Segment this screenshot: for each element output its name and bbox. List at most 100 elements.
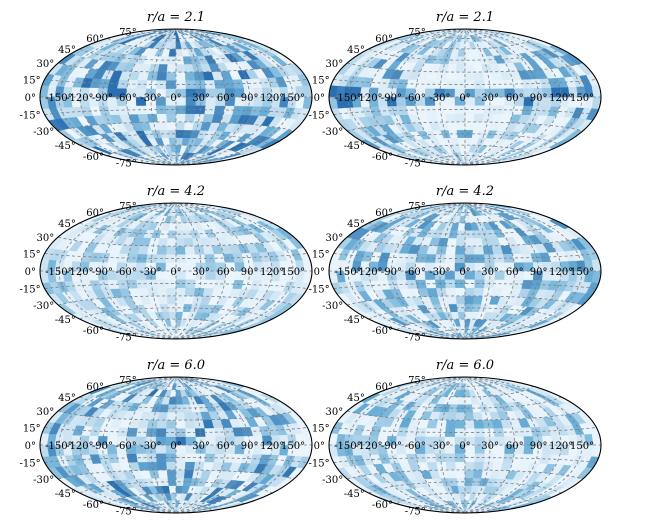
graticule bbox=[40, 29, 312, 165]
latitude-tick-label: 0° bbox=[314, 441, 325, 452]
heatmap-cell bbox=[464, 113, 475, 123]
heatmap-cell bbox=[464, 237, 475, 247]
heatmap-cell bbox=[591, 96, 601, 110]
latitude-tick-label: 75° bbox=[408, 375, 426, 386]
heatmap-cell bbox=[445, 71, 457, 81]
heatmap-cell bbox=[175, 461, 186, 471]
heatmap-cell bbox=[464, 411, 475, 421]
heatmap-cell bbox=[302, 270, 312, 284]
map-frame bbox=[39, 376, 313, 514]
longitude-tick-label: -120° bbox=[355, 93, 382, 104]
heatmap-cell bbox=[168, 396, 177, 405]
heatmap-cell bbox=[184, 71, 196, 81]
heatmap-cell bbox=[464, 295, 475, 305]
heatmap-cell bbox=[591, 270, 601, 284]
parallel-line bbox=[58, 469, 294, 480]
latitude-tick-label: -60° bbox=[372, 500, 393, 511]
latitude-tick-label: -75° bbox=[405, 333, 426, 344]
heatmap-cell bbox=[445, 113, 457, 123]
heatmap-cell bbox=[591, 444, 601, 458]
latitude-tick-label: 15° bbox=[23, 423, 41, 434]
longitude-tick-label: -60° bbox=[116, 441, 137, 452]
heatmap-cell bbox=[455, 461, 466, 471]
longitude-tick-label: 90° bbox=[241, 441, 259, 452]
longitude-tick-label: -150° bbox=[334, 267, 361, 278]
heatmap-cell bbox=[436, 461, 448, 471]
heatmap-cell bbox=[175, 411, 186, 421]
longitude-tick-label: -120° bbox=[355, 267, 382, 278]
parallel-line bbox=[107, 318, 245, 331]
panel-r-a-6-0-right: -150°-120°-90° -60° -30° 0° 30° 60° 90° 120°150… bbox=[309, 358, 602, 518]
longitude-tick-label: -150° bbox=[45, 441, 72, 452]
latitude-tick-label: -75° bbox=[405, 507, 426, 518]
latitude-tick-label: -45° bbox=[344, 141, 365, 152]
latitude-tick-label: -60° bbox=[83, 500, 104, 511]
meridian-line bbox=[175, 377, 227, 513]
map-frame bbox=[328, 202, 602, 340]
heatmap-cell bbox=[445, 419, 457, 429]
parallel-line bbox=[396, 37, 534, 50]
latitude-tick-label: 15° bbox=[23, 75, 41, 86]
latitude-tick-label: -45° bbox=[344, 489, 365, 500]
latitude-tick-label: -30° bbox=[322, 301, 343, 312]
longitude-tick-label: -90° bbox=[92, 267, 113, 278]
longitude-tick-label: -30° bbox=[429, 267, 450, 278]
longitude-tick-label: 150° bbox=[281, 441, 305, 452]
heatmap-cell bbox=[455, 121, 466, 131]
heatmap-cell bbox=[156, 287, 168, 297]
panel-title: r/a = 4.2 bbox=[436, 184, 494, 199]
latitude-tick-label: 30° bbox=[325, 59, 343, 70]
latitude-tick-label: 0° bbox=[314, 267, 325, 278]
longitude-tick-label: 30° bbox=[481, 267, 499, 278]
heatmap-cell bbox=[446, 63, 458, 73]
longitude-tick-label: -90° bbox=[92, 441, 113, 452]
longitude-tick-label: -120° bbox=[355, 441, 382, 452]
panel-title: r/a = 6.0 bbox=[436, 358, 494, 373]
latitude-tick-label: 75° bbox=[119, 201, 137, 212]
latitude-tick-label: -75° bbox=[116, 333, 137, 344]
meridian-line bbox=[464, 29, 516, 165]
heatmap-cell bbox=[157, 63, 169, 73]
heatmap-cell bbox=[175, 287, 186, 297]
longitude-tick-label: -60° bbox=[116, 93, 137, 104]
heatmap-cell bbox=[184, 461, 196, 471]
longitude-tick-label: -30° bbox=[429, 441, 450, 452]
longitude-tick-label: 30° bbox=[481, 441, 499, 452]
parallel-line bbox=[58, 236, 294, 247]
longitude-tick-label: 30° bbox=[481, 93, 499, 104]
heatmap-cell bbox=[457, 222, 466, 231]
longitude-tick-label: 60° bbox=[506, 267, 524, 278]
latitude-tick-label: -45° bbox=[55, 141, 76, 152]
longitude-tick-label: 150° bbox=[281, 93, 305, 104]
map-frame bbox=[328, 28, 602, 166]
parallel-line bbox=[347, 121, 583, 132]
parallel-line bbox=[396, 492, 534, 505]
heatmap-cell bbox=[473, 113, 485, 123]
longitude-tick-label: -30° bbox=[140, 267, 161, 278]
heatmap-cell bbox=[156, 245, 168, 255]
latitude-tick-label: 15° bbox=[312, 249, 330, 260]
heatmap-cell bbox=[302, 96, 312, 110]
heatmap-cell bbox=[175, 113, 186, 123]
panel-r-a-6-0-left: -150°-120°-90° -60° -30° 0° 30° 60° 90° 120°150… bbox=[20, 358, 313, 518]
latitude-tick-label: 75° bbox=[119, 375, 137, 386]
latitude-tick-label: -45° bbox=[344, 315, 365, 326]
latitude-tick-label: -15° bbox=[309, 111, 330, 122]
parallel-line bbox=[58, 410, 294, 421]
parallel-line bbox=[107, 211, 245, 224]
heatmap-cell bbox=[147, 287, 159, 297]
longitude-tick-label: -30° bbox=[429, 93, 450, 104]
heatmap-cell bbox=[457, 396, 466, 405]
latitude-tick-label: 0° bbox=[25, 441, 36, 452]
longitude-tick-label: 120° bbox=[549, 441, 573, 452]
heatmap-cell bbox=[184, 245, 196, 255]
longitude-tick-label: 60° bbox=[217, 267, 235, 278]
latitude-tick-label: -75° bbox=[405, 159, 426, 170]
graticule bbox=[329, 29, 601, 165]
latitude-tick-label: 60° bbox=[86, 208, 104, 219]
longitude-tick-label: 60° bbox=[217, 93, 235, 104]
heatmap-cell bbox=[156, 419, 168, 429]
parallel-line bbox=[107, 144, 245, 157]
latitude-tick-label: 75° bbox=[119, 27, 137, 38]
